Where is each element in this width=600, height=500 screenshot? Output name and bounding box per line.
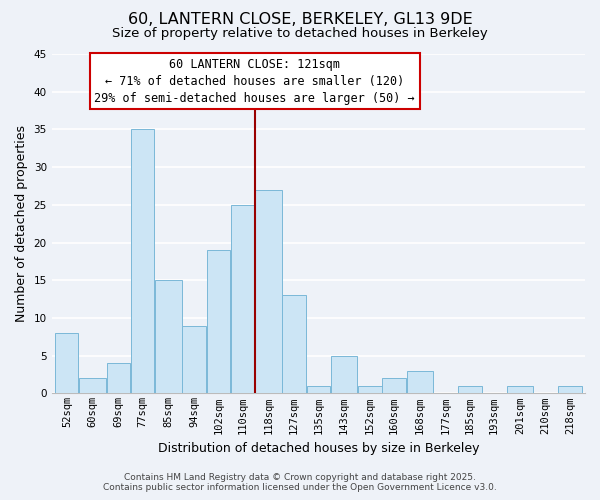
Bar [182, 326, 206, 394]
Bar [358, 386, 382, 394]
Text: Size of property relative to detached houses in Berkeley: Size of property relative to detached ho… [112, 28, 488, 40]
X-axis label: Distribution of detached houses by size in Berkeley: Distribution of detached houses by size … [158, 442, 479, 455]
Bar [107, 363, 130, 394]
Bar [506, 386, 533, 394]
Bar [55, 333, 79, 394]
Text: Contains HM Land Registry data © Crown copyright and database right 2025.
Contai: Contains HM Land Registry data © Crown c… [103, 473, 497, 492]
Bar [131, 130, 154, 394]
Bar [206, 250, 230, 394]
Bar [331, 356, 357, 394]
Y-axis label: Number of detached properties: Number of detached properties [15, 125, 28, 322]
Bar [407, 371, 433, 394]
Bar [155, 280, 182, 394]
Bar [558, 386, 581, 394]
Bar [382, 378, 406, 394]
Bar [307, 386, 330, 394]
Bar [283, 296, 306, 394]
Bar [255, 190, 281, 394]
Text: 60 LANTERN CLOSE: 121sqm
← 71% of detached houses are smaller (120)
29% of semi-: 60 LANTERN CLOSE: 121sqm ← 71% of detach… [94, 58, 415, 105]
Bar [231, 205, 254, 394]
Bar [458, 386, 482, 394]
Text: 60, LANTERN CLOSE, BERKELEY, GL13 9DE: 60, LANTERN CLOSE, BERKELEY, GL13 9DE [128, 12, 472, 28]
Bar [79, 378, 106, 394]
